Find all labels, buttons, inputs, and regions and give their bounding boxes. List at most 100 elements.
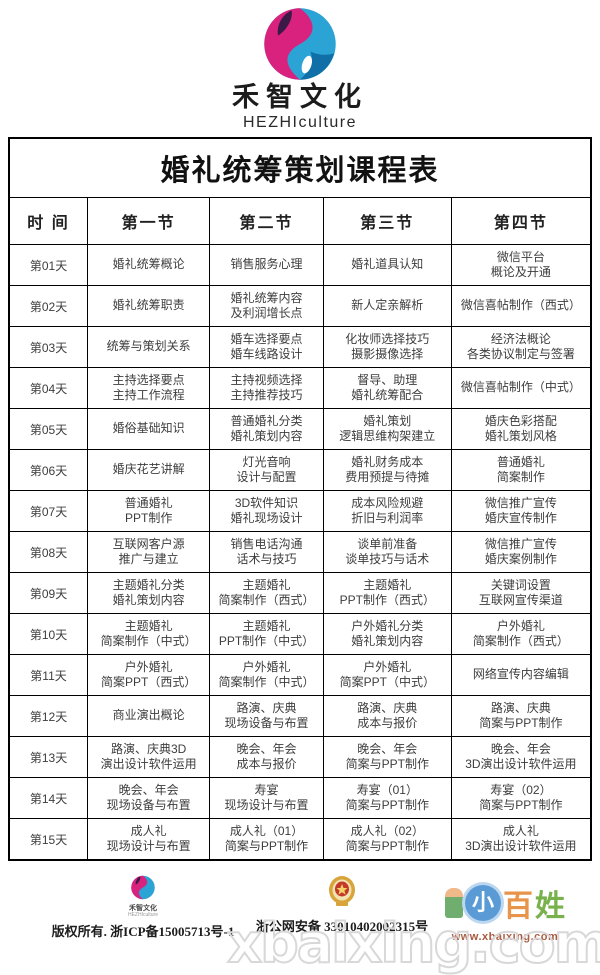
session1-cell: 互联网客户源 推广与建立 <box>87 531 211 574</box>
day-cell: 第11天 <box>8 654 89 697</box>
column-header-session1: 第一节 <box>87 197 211 246</box>
table-row: 第10天 主题婚礼 简案制作（中式） 主题婚礼 PPT制作（中式） 户外婚礼分类… <box>8 613 592 656</box>
session2-cell: 主持视频选择 主持推荐技巧 <box>209 367 324 410</box>
footer-copyright-block: 禾智文化 HEZHIculture 版权所有. 浙ICP备15005713号-1 <box>28 875 258 940</box>
session4-cell: 微信喜帖制作（西式） <box>450 285 592 328</box>
session2-cell: 晚会、年会 成本与报价 <box>209 736 324 779</box>
icp-license-text: 版权所有. 浙ICP备15005713号-1 <box>51 924 235 940</box>
session2-cell: 主题婚礼 简案制作（西式） <box>209 572 324 615</box>
day-cell: 第15天 <box>8 818 89 861</box>
session3-cell: 主题婚礼 PPT制作（西式） <box>322 572 452 615</box>
table-row: 第01天 婚礼统筹概论 销售服务心理 婚礼道具认知 微信平台 概论及开通 <box>8 244 592 287</box>
day-cell: 第01天 <box>8 244 89 287</box>
session4-cell: 婚庆色彩搭配 婚礼策划风格 <box>450 408 592 451</box>
session3-cell: 婚礼策划 逻辑思维构架建立 <box>322 408 452 451</box>
session4-cell: 成人礼 3D演出设计软件运用 <box>450 818 592 861</box>
day-cell: 第13天 <box>8 736 89 779</box>
day-cell: 第02天 <box>8 285 89 328</box>
page-header: 禾智文化 HEZHIculture <box>0 0 600 132</box>
brand-latin: HEZHIculture <box>242 114 358 132</box>
session4-cell: 网络宣传内容编辑 <box>450 654 592 697</box>
session1-cell: 婚俗基础知识 <box>87 408 211 451</box>
logo-char-bai: 百 <box>503 890 533 924</box>
session1-cell: 路演、庆典3D 演出设计软件运用 <box>87 736 211 779</box>
session1-cell: 商业演出概论 <box>87 695 211 738</box>
hezhi-logo-icon <box>264 8 336 80</box>
table-row: 第04天 主持选择要点 主持工作流程 主持视频选择 主持推荐技巧 督导、助理 婚… <box>8 367 592 410</box>
session3-cell: 户外婚礼 简案PPT（中式） <box>322 654 452 697</box>
session2-cell: 灯光音响 设计与配置 <box>209 449 324 492</box>
table-row: 第15天 成人礼 现场设计与布置 成人礼（01） 简案与PPT制作 成人礼（02… <box>8 818 592 861</box>
day-cell: 第12天 <box>8 695 89 738</box>
session4-cell: 晚会、年会 3D演出设计软件运用 <box>450 736 592 779</box>
session3-cell: 婚礼道具认知 <box>322 244 452 287</box>
table-row: 第07天 普通婚礼 PPT制作 3D软件知识 婚礼现场设计 成本风险规避 折旧与… <box>8 490 592 533</box>
day-cell: 第08天 <box>8 531 89 574</box>
session3-cell: 化妆师选择技巧 摄影摄像选择 <box>322 326 452 369</box>
column-header-session2: 第二节 <box>209 197 324 246</box>
brand-name: 禾智文化 <box>232 82 368 112</box>
session2-cell: 路演、庆典 现场设备与布置 <box>209 695 324 738</box>
day-cell: 第09天 <box>8 572 89 615</box>
table-row: 第13天 路演、庆典3D 演出设计软件运用 晚会、年会 成本与报价 晚会、年会 … <box>8 736 592 779</box>
session3-cell: 晚会、年会 简案与PPT制作 <box>322 736 452 779</box>
session2-cell: 销售电话沟通 话术与技巧 <box>209 531 324 574</box>
session4-cell: 普通婚礼 简案制作 <box>450 449 592 492</box>
column-header-session3: 第三节 <box>322 197 452 246</box>
session1-cell: 成人礼 现场设计与布置 <box>87 818 211 861</box>
day-cell: 第07天 <box>8 490 89 533</box>
column-header-time: 时 间 <box>8 197 89 246</box>
footer-brand-name: 禾智文化 <box>129 905 157 913</box>
page-footer: 禾智文化 HEZHIculture 版权所有. 浙ICP备15005713号-1… <box>0 875 600 975</box>
session4-cell: 寿宴（02） 简案与PPT制作 <box>450 777 592 820</box>
table-row: 第03天 统筹与策划关系 婚车选择要点 婚车线路设计 化妆师选择技巧 摄影摄像选… <box>8 326 592 369</box>
table-row: 第09天 主题婚礼分类 婚礼策划内容 主题婚礼 简案制作（西式） 主题婚礼 PP… <box>8 572 592 615</box>
footer-site-block: 小 百 姓 www.xbaixing.com <box>416 877 594 943</box>
session3-cell: 寿宴（01） 简案与PPT制作 <box>322 777 452 820</box>
blue-badge-icon: 小 <box>465 885 501 922</box>
day-cell: 第04天 <box>8 367 89 410</box>
day-cell: 第06天 <box>8 449 89 492</box>
session2-cell: 销售服务心理 <box>209 244 324 287</box>
footer-security-block: 浙公网安备 33010402002315号 <box>252 875 432 935</box>
session4-cell: 微信推广宣传 婚庆案例制作 <box>450 531 592 574</box>
day-cell: 第05天 <box>8 408 89 451</box>
baixing-logo: 小 百 姓 <box>416 877 594 929</box>
session1-cell: 婚礼统筹概论 <box>87 244 211 287</box>
session3-cell: 督导、助理 婚礼统筹配合 <box>322 367 452 410</box>
table-row: 第06天 婚庆花艺讲解 灯光音响 设计与配置 婚礼财务成本 费用预提与待摊 普通… <box>8 449 592 492</box>
session1-cell: 晚会、年会 现场设备与布置 <box>87 777 211 820</box>
course-table-body: 第01天 婚礼统筹概论 销售服务心理 婚礼道具认知 微信平台 概论及开通 第02… <box>8 244 592 861</box>
public-security-filing-text: 浙公网安备 33010402002315号 <box>255 919 429 935</box>
session1-cell: 统筹与策划关系 <box>87 326 211 369</box>
table-row: 第02天 婚礼统筹职责 婚礼统筹内容 及利润增长点 新人定亲解析 微信喜帖制作（… <box>8 285 592 328</box>
session3-cell: 成人礼（02） 简案与PPT制作 <box>322 818 452 861</box>
table-row: 第14天 晚会、年会 现场设备与布置 寿宴 现场设计与布置 寿宴（01） 简案与… <box>8 777 592 820</box>
session4-cell: 微信喜帖制作（中式） <box>450 367 592 410</box>
table-row: 第05天 婚俗基础知识 普通婚礼分类 婚礼策划内容 婚礼策划 逻辑思维构架建立 … <box>8 408 592 451</box>
session3-cell: 婚礼财务成本 费用预提与待摊 <box>322 449 452 492</box>
session4-cell: 经济法概论 各类协议制定与签署 <box>450 326 592 369</box>
session3-cell: 成本风险规避 折旧与利润率 <box>322 490 452 533</box>
session1-cell: 婚礼统筹职责 <box>87 285 211 328</box>
session4-cell: 户外婚礼 简案制作（西式） <box>450 613 592 656</box>
site-url-text: www.xbaixing.com <box>451 931 559 944</box>
session3-cell: 户外婚礼分类 婚礼策划内容 <box>322 613 452 656</box>
table-title: 婚礼统筹策划课程表 <box>8 137 592 199</box>
session3-cell: 谈单前准备 谈单技巧与话术 <box>322 531 452 574</box>
session2-cell: 婚礼统筹内容 及利润增长点 <box>209 285 324 328</box>
column-header-session4: 第四节 <box>450 197 592 246</box>
session2-cell: 3D软件知识 婚礼现场设计 <box>209 490 324 533</box>
session2-cell: 婚车选择要点 婚车线路设计 <box>209 326 324 369</box>
table-row: 第12天 商业演出概论 路演、庆典 现场设备与布置 路演、庆典 成本与报价 路演… <box>8 695 592 738</box>
cartoon-figure-icon <box>445 888 463 919</box>
day-cell: 第10天 <box>8 613 89 656</box>
session1-cell: 户外婚礼 简案PPT（西式） <box>87 654 211 697</box>
session3-cell: 路演、庆典 成本与报价 <box>322 695 452 738</box>
day-cell: 第03天 <box>8 326 89 369</box>
session4-cell: 微信平台 概论及开通 <box>450 244 592 287</box>
session4-cell: 路演、庆典 简案与PPT制作 <box>450 695 592 738</box>
course-table: 婚礼统筹策划课程表 时 间 第一节 第二节 第三节 第四节 第01天 婚礼统筹概… <box>8 137 592 862</box>
day-cell: 第14天 <box>8 777 89 820</box>
session1-cell: 普通婚礼 PPT制作 <box>87 490 211 533</box>
